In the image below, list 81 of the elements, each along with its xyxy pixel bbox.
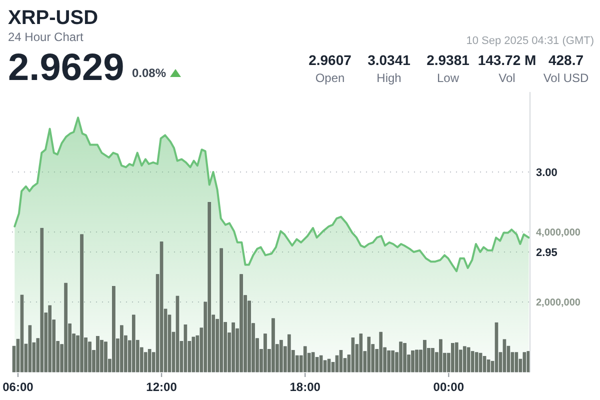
bar xyxy=(176,296,180,372)
bar xyxy=(192,336,196,372)
bar xyxy=(526,351,530,372)
text: 143.72 M xyxy=(478,52,536,68)
bar xyxy=(80,234,84,372)
bar xyxy=(391,350,394,372)
bar xyxy=(40,228,44,372)
chart-title: XRP-USD xyxy=(8,7,98,29)
text: 0.08% xyxy=(132,66,166,80)
bar xyxy=(319,355,323,372)
text: Open xyxy=(315,71,345,85)
bar xyxy=(20,294,24,372)
bar xyxy=(478,352,482,372)
x-tick-label: 00:00 xyxy=(433,380,464,394)
text: 428.7 xyxy=(548,52,584,68)
bar xyxy=(208,202,212,372)
bar xyxy=(148,349,152,372)
bar xyxy=(232,322,235,372)
x-tick-label: 06:00 xyxy=(2,380,34,394)
bar xyxy=(482,356,486,372)
bar xyxy=(415,350,418,372)
bar xyxy=(494,322,498,372)
text: High xyxy=(376,71,402,85)
bar xyxy=(240,274,243,372)
bar xyxy=(64,282,68,372)
bar xyxy=(439,339,442,372)
text: 2.9381 xyxy=(426,52,470,68)
bar xyxy=(184,324,188,372)
bar xyxy=(387,350,390,372)
bar xyxy=(120,325,124,372)
bar xyxy=(431,348,434,372)
bar xyxy=(272,318,275,372)
y2-tick-label: 4,000,000 xyxy=(536,228,581,238)
bar xyxy=(451,343,454,372)
bar xyxy=(288,334,291,372)
bar xyxy=(379,332,382,372)
bar xyxy=(311,352,315,372)
bar xyxy=(367,336,371,372)
bar xyxy=(327,358,331,372)
text: 10 Sep 2025 04:31 (GMT) xyxy=(466,35,594,47)
bar xyxy=(96,336,100,372)
text: Low xyxy=(436,71,460,85)
y-tick-label: 3.00 xyxy=(536,166,558,179)
bar xyxy=(339,350,343,372)
bar xyxy=(502,339,506,372)
bar xyxy=(104,342,108,372)
bar xyxy=(423,340,426,372)
bar xyxy=(303,346,307,372)
bar xyxy=(28,325,32,372)
y-tick-label: 2.95 xyxy=(536,246,558,259)
bar xyxy=(466,347,470,372)
bar xyxy=(474,352,478,372)
text: 3.0341 xyxy=(368,52,411,68)
bar xyxy=(220,248,223,372)
bar xyxy=(462,346,466,372)
bar xyxy=(411,350,414,372)
bar xyxy=(160,242,164,372)
bar xyxy=(359,334,363,372)
bar xyxy=(486,360,490,372)
text: 2.9607 xyxy=(308,52,352,68)
x-tick-label: 12:00 xyxy=(146,380,178,394)
bar xyxy=(403,343,406,372)
chart-subtitle: 24 Hour Chart xyxy=(8,30,84,44)
bar xyxy=(351,338,355,372)
text: Vol xyxy=(498,71,516,85)
bar xyxy=(280,340,283,372)
bar xyxy=(100,340,104,372)
bar xyxy=(264,334,267,372)
y2-tick-label: 2,000,000 xyxy=(536,298,581,308)
bar xyxy=(522,352,526,372)
x-tick-label: 18:00 xyxy=(290,380,321,394)
text: Vol USD xyxy=(543,71,590,85)
bar xyxy=(48,305,52,372)
bar xyxy=(88,342,92,372)
bar xyxy=(514,352,518,372)
text: 2.9629 xyxy=(8,47,124,89)
bar xyxy=(132,314,136,372)
bar xyxy=(112,286,116,372)
bar xyxy=(454,342,458,372)
bar xyxy=(470,351,474,372)
bar xyxy=(399,342,402,372)
